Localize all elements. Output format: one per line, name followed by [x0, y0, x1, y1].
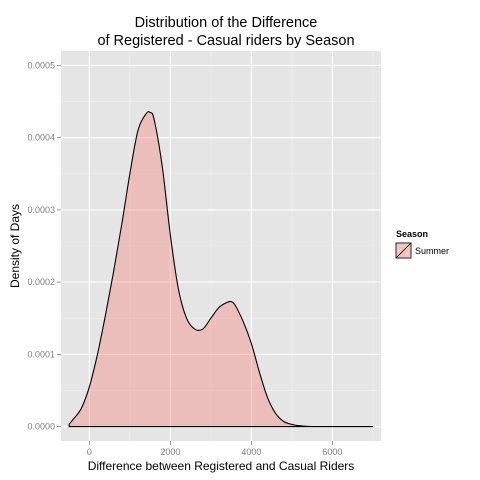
y-tick-label: 0.0004	[27, 133, 55, 143]
x-tick-label: 4000	[241, 447, 261, 457]
grid-minor	[61, 51, 381, 441]
legend: Season Summer	[395, 229, 449, 259]
y-tick-label: 0.0005	[27, 60, 55, 70]
chart-title-line2: of Registered - Casual riders by Season	[97, 33, 354, 49]
legend-swatch-slash	[395, 242, 412, 259]
x-axis-title: Difference between Registered and Casual…	[88, 459, 355, 473]
x-tick-label: 0	[87, 447, 92, 457]
x-tick-label: 6000	[322, 447, 342, 457]
y-tick-label: 0.0002	[27, 277, 55, 287]
x-axis: 0 2000 4000 6000	[87, 441, 342, 457]
y-tick-label: 0.0001	[27, 349, 55, 359]
y-axis: 0.0000 0.0001 0.0002 0.0003 0.0004 0.0005	[27, 60, 61, 432]
series-layer	[68, 111, 373, 428]
density-area-summer	[68, 111, 373, 428]
x-tick-label: 2000	[160, 447, 180, 457]
chart-title-line1: Distribution of the Difference	[135, 15, 318, 31]
y-tick-label: 0.0003	[27, 205, 55, 215]
y-axis-title: Density of Days	[8, 204, 22, 288]
legend-label-summer: Summer	[415, 246, 449, 256]
y-tick-label: 0.0000	[27, 422, 55, 432]
legend-title: Season	[396, 229, 428, 239]
